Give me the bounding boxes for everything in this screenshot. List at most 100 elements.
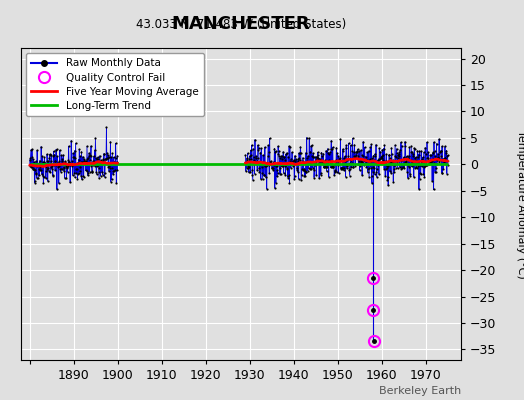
- Point: [78, 159, 86, 166]
- Point: [106, 160, 114, 166]
- Point: [358, 172, 366, 178]
- Point: [328, 163, 336, 169]
- Point: [276, 165, 284, 171]
- Point: [323, 161, 331, 168]
- Point: [71, 140, 80, 146]
- Point: [350, 149, 358, 156]
- Point: [245, 156, 254, 163]
- Point: [74, 156, 83, 163]
- Point: [339, 165, 347, 171]
- Point: [372, 169, 380, 176]
- Point: [253, 155, 261, 162]
- Y-axis label: Temperature Anomaly (°C): Temperature Anomaly (°C): [516, 130, 524, 278]
- Point: [358, 152, 367, 158]
- Point: [304, 153, 312, 159]
- Point: [112, 180, 121, 186]
- Point: [407, 163, 416, 170]
- Point: [103, 152, 112, 158]
- Point: [80, 173, 88, 180]
- Point: [48, 166, 56, 172]
- Point: [366, 160, 375, 166]
- Point: [383, 165, 391, 172]
- Point: [260, 163, 269, 169]
- Point: [249, 154, 258, 160]
- Point: [423, 155, 432, 161]
- Point: [257, 145, 265, 152]
- Point: [294, 176, 303, 182]
- Point: [308, 153, 316, 159]
- Legend: Raw Monthly Data, Quality Control Fail, Five Year Moving Average, Long-Term Tren: Raw Monthly Data, Quality Control Fail, …: [26, 53, 204, 116]
- Point: [328, 146, 336, 152]
- Point: [400, 154, 408, 160]
- Point: [38, 171, 46, 178]
- Point: [258, 169, 267, 176]
- Point: [430, 139, 438, 145]
- Point: [58, 166, 66, 172]
- Point: [64, 143, 73, 149]
- Point: [395, 153, 403, 159]
- Point: [319, 164, 328, 171]
- Point: [408, 159, 417, 166]
- Point: [107, 154, 115, 160]
- Point: [411, 155, 419, 162]
- Point: [398, 142, 406, 149]
- Point: [270, 162, 278, 168]
- Point: [64, 157, 72, 164]
- Point: [359, 138, 367, 145]
- Point: [104, 154, 113, 160]
- Point: [49, 153, 58, 160]
- Point: [378, 157, 387, 164]
- Point: [97, 169, 106, 176]
- Point: [335, 154, 344, 161]
- Point: [87, 163, 95, 170]
- Point: [110, 154, 118, 160]
- Point: [396, 164, 404, 170]
- Point: [320, 158, 328, 165]
- Point: [360, 157, 368, 163]
- Point: [321, 164, 329, 170]
- Point: [244, 162, 253, 169]
- Point: [100, 150, 108, 157]
- Point: [377, 155, 386, 161]
- Point: [383, 163, 391, 170]
- Point: [414, 162, 422, 169]
- Point: [357, 147, 365, 153]
- Point: [63, 168, 72, 175]
- Point: [312, 158, 320, 164]
- Point: [329, 163, 337, 170]
- Point: [85, 150, 93, 156]
- Point: [92, 169, 100, 175]
- Point: [319, 150, 328, 157]
- Point: [345, 167, 353, 173]
- Point: [67, 138, 75, 144]
- Point: [370, 164, 378, 171]
- Point: [275, 148, 283, 154]
- Point: [93, 156, 101, 162]
- Point: [436, 148, 445, 154]
- Point: [38, 153, 47, 160]
- Point: [243, 155, 251, 162]
- Point: [50, 162, 58, 168]
- Point: [36, 158, 44, 164]
- Point: [96, 172, 105, 179]
- Point: [439, 159, 447, 166]
- Point: [434, 155, 443, 162]
- Point: [443, 153, 451, 159]
- Point: [373, 174, 381, 180]
- Point: [50, 152, 59, 158]
- Point: [99, 157, 107, 164]
- Point: [94, 156, 102, 163]
- Point: [392, 146, 401, 152]
- Point: [90, 161, 99, 167]
- Point: [290, 157, 298, 163]
- Point: [442, 147, 451, 154]
- Point: [302, 168, 311, 175]
- Point: [416, 162, 424, 169]
- Point: [249, 160, 258, 167]
- Point: [297, 172, 305, 178]
- Point: [68, 158, 76, 164]
- Point: [77, 148, 85, 155]
- Point: [295, 155, 303, 162]
- Point: [51, 146, 60, 153]
- Point: [254, 147, 263, 153]
